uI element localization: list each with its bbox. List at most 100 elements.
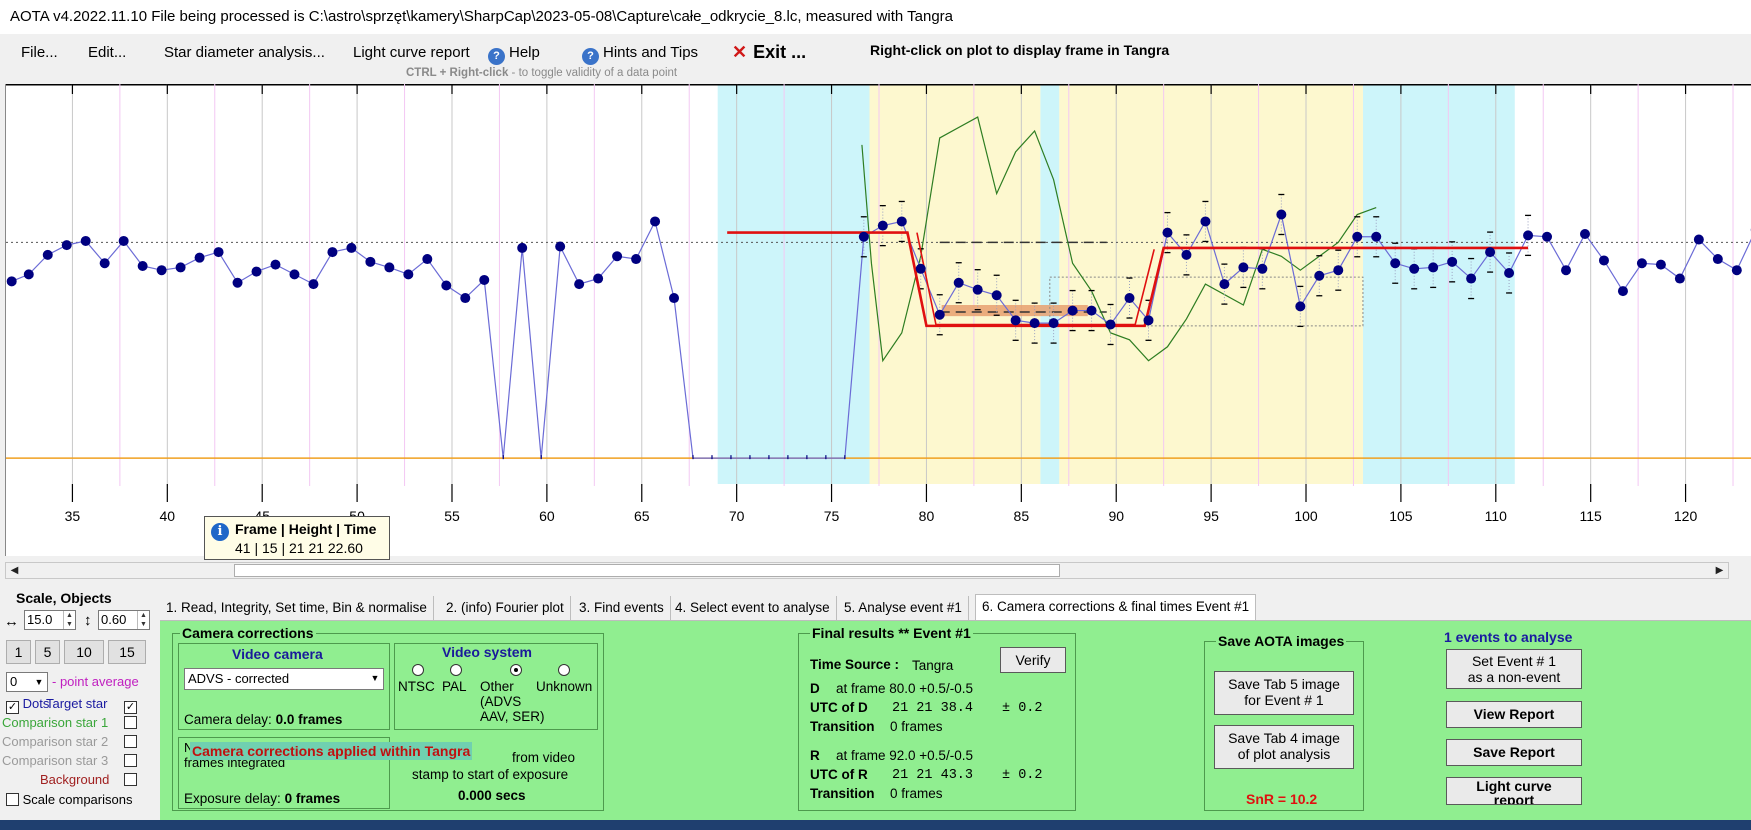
tab-read-integrity[interactable]: 1. Read, Integrity, Set time, Bin & norm… bbox=[160, 596, 434, 620]
tooltip-header: Frame | Height | Time bbox=[235, 521, 377, 537]
chevron-down-icon[interactable]: ▼ bbox=[34, 677, 44, 687]
menu-hints[interactable]: ? Hints and Tips bbox=[582, 44, 698, 65]
x-tick-label: 85 bbox=[1014, 508, 1030, 524]
menu-edit[interactable]: Edit... bbox=[88, 44, 127, 61]
tab-analyse-event[interactable]: 5. Analyse event #1 bbox=[838, 596, 969, 620]
tab-fourier-plot[interactable]: 2. (info) Fourier plot bbox=[440, 596, 571, 620]
plot-horizontal-scrollbar[interactable]: ◀ ▶ bbox=[5, 562, 1729, 579]
scroll-thumb[interactable] bbox=[234, 564, 1060, 577]
verify-button[interactable]: Verify bbox=[1000, 647, 1066, 673]
tab-find-events[interactable]: 3. Find events bbox=[573, 596, 671, 620]
radio-ntsc[interactable] bbox=[412, 664, 424, 679]
view-report-button[interactable]: View Report bbox=[1446, 701, 1582, 728]
comparison-star-3-checkbox[interactable] bbox=[124, 753, 137, 768]
radio-pal-icon[interactable] bbox=[450, 664, 462, 676]
data-point bbox=[1561, 265, 1572, 276]
empty-checkbox-icon[interactable] bbox=[6, 793, 19, 806]
light-curve-report-button[interactable]: Light curve report bbox=[1446, 777, 1582, 805]
scale-comparisons-checkbox[interactable]: Scale comparisons bbox=[6, 792, 146, 807]
comparison-star-2-checkbox[interactable] bbox=[124, 734, 137, 749]
scroll-left-icon[interactable]: ◀ bbox=[10, 565, 19, 576]
data-point bbox=[1466, 273, 1477, 284]
x-tick-label: 120 bbox=[1674, 508, 1698, 524]
horizontal-scale-spinner[interactable]: 15.0 ▲ ▼ bbox=[24, 610, 76, 630]
scale-1-button[interactable]: 1 bbox=[6, 640, 31, 664]
empty-checkbox-icon[interactable] bbox=[124, 773, 137, 786]
data-point bbox=[1409, 263, 1420, 274]
data-point bbox=[574, 279, 585, 290]
save-report-button[interactable]: Save Report bbox=[1446, 739, 1582, 766]
menu-bar: File... Edit... Star diameter analysis..… bbox=[0, 34, 1751, 84]
menu-light-curve-report[interactable]: Light curve report bbox=[353, 44, 470, 61]
plot-canvas[interactable]: 3540455055606570758085909510010511011512… bbox=[6, 84, 1751, 556]
data-point bbox=[593, 273, 604, 284]
menu-star-diameter[interactable]: Star diameter analysis... bbox=[164, 44, 325, 61]
menu-file[interactable]: File... bbox=[21, 44, 58, 61]
x-tick-label: 110 bbox=[1485, 508, 1508, 524]
light-curve-plot[interactable]: 3540455055606570758085909510010511011512… bbox=[5, 84, 1751, 556]
menu-help[interactable]: ? Help bbox=[488, 44, 540, 65]
point-average-select[interactable]: 0 ▼ bbox=[6, 672, 48, 692]
empty-checkbox-icon[interactable] bbox=[124, 754, 137, 767]
cyan-region bbox=[1362, 84, 1515, 484]
radio-other[interactable] bbox=[510, 664, 522, 679]
chevron-down-icon[interactable]: ▼ bbox=[370, 673, 380, 683]
data-point bbox=[953, 277, 964, 288]
dots-checkbox[interactable]: ✓ Dots bbox=[6, 696, 49, 714]
target-star-label: Target star bbox=[46, 696, 108, 711]
data-point bbox=[631, 254, 642, 265]
time-source-label: Time Source : bbox=[810, 657, 900, 672]
save-tab4-image-button[interactable]: Save Tab 4 image of plot analysis bbox=[1214, 725, 1354, 769]
target-star-checkbox[interactable]: ✓ bbox=[124, 696, 137, 714]
radio-unknown-icon[interactable] bbox=[558, 664, 570, 676]
comparison-star-1-checkbox[interactable] bbox=[124, 715, 137, 730]
help-icon: ? bbox=[582, 48, 599, 65]
utc-d-label: UTC of D bbox=[810, 700, 868, 715]
data-point bbox=[80, 235, 91, 246]
scale-15-button[interactable]: 15 bbox=[108, 640, 146, 664]
check-icon[interactable]: ✓ bbox=[6, 701, 19, 714]
tab-select-event[interactable]: 4. Select event to analyse bbox=[669, 596, 837, 620]
data-point bbox=[1655, 259, 1666, 270]
vertical-scale-spinner[interactable]: 0.60 ▲ ▼ bbox=[98, 610, 150, 630]
transition-d-label: Transition bbox=[810, 719, 875, 734]
menu-exit-label: Exit ... bbox=[753, 42, 807, 62]
data-point bbox=[213, 247, 224, 258]
check-icon[interactable]: ✓ bbox=[124, 701, 137, 714]
close-icon: ✕ bbox=[732, 42, 748, 62]
spinner-arrows-icon[interactable]: ▲ ▼ bbox=[63, 611, 75, 629]
save-tab5-image-button[interactable]: Save Tab 5 image for Event # 1 bbox=[1214, 671, 1354, 715]
radio-pal[interactable] bbox=[450, 664, 462, 679]
camera-model-select[interactable]: ADVS - corrected ▼ bbox=[184, 668, 384, 690]
dots-label: Dots bbox=[22, 696, 50, 711]
exposure-delay: Exposure delay: 0 frames bbox=[184, 791, 340, 806]
data-point bbox=[403, 269, 414, 280]
background-checkbox[interactable] bbox=[124, 772, 137, 787]
empty-checkbox-icon[interactable] bbox=[124, 716, 137, 729]
scroll-right-icon[interactable]: ▶ bbox=[1715, 565, 1724, 576]
data-point bbox=[1333, 265, 1344, 276]
x-tick-label: 95 bbox=[1203, 508, 1219, 524]
data-point bbox=[1428, 262, 1439, 273]
data-point bbox=[1295, 301, 1306, 312]
tab-camera-corrections[interactable]: 6. Camera corrections & final times Even… bbox=[975, 594, 1257, 620]
empty-checkbox-icon[interactable] bbox=[124, 735, 137, 748]
data-point bbox=[194, 252, 205, 263]
spinner-arrows-icon[interactable]: ▲ ▼ bbox=[137, 611, 149, 629]
from-video-label: from video bbox=[512, 750, 576, 765]
scale-5-button[interactable]: 5 bbox=[35, 640, 60, 664]
camera-delay-label: Camera delay: bbox=[184, 712, 272, 727]
scale-10-button[interactable]: 10 bbox=[64, 640, 104, 664]
radio-ntsc-icon[interactable] bbox=[412, 664, 424, 676]
radio-unknown[interactable] bbox=[558, 664, 570, 679]
set-non-event-button[interactable]: Set Event # 1 as a non-event bbox=[1446, 649, 1582, 689]
point-average-value: 0 bbox=[10, 674, 18, 689]
data-point bbox=[1029, 318, 1040, 329]
data-point bbox=[327, 247, 338, 258]
video-camera-group bbox=[178, 643, 390, 730]
x-tick-label: 70 bbox=[729, 508, 745, 524]
radio-other-icon[interactable] bbox=[510, 664, 522, 676]
menu-exit[interactable]: ✕ Exit ... bbox=[732, 42, 806, 63]
other-label: Other (ADVS AAV, SER) bbox=[480, 679, 545, 724]
